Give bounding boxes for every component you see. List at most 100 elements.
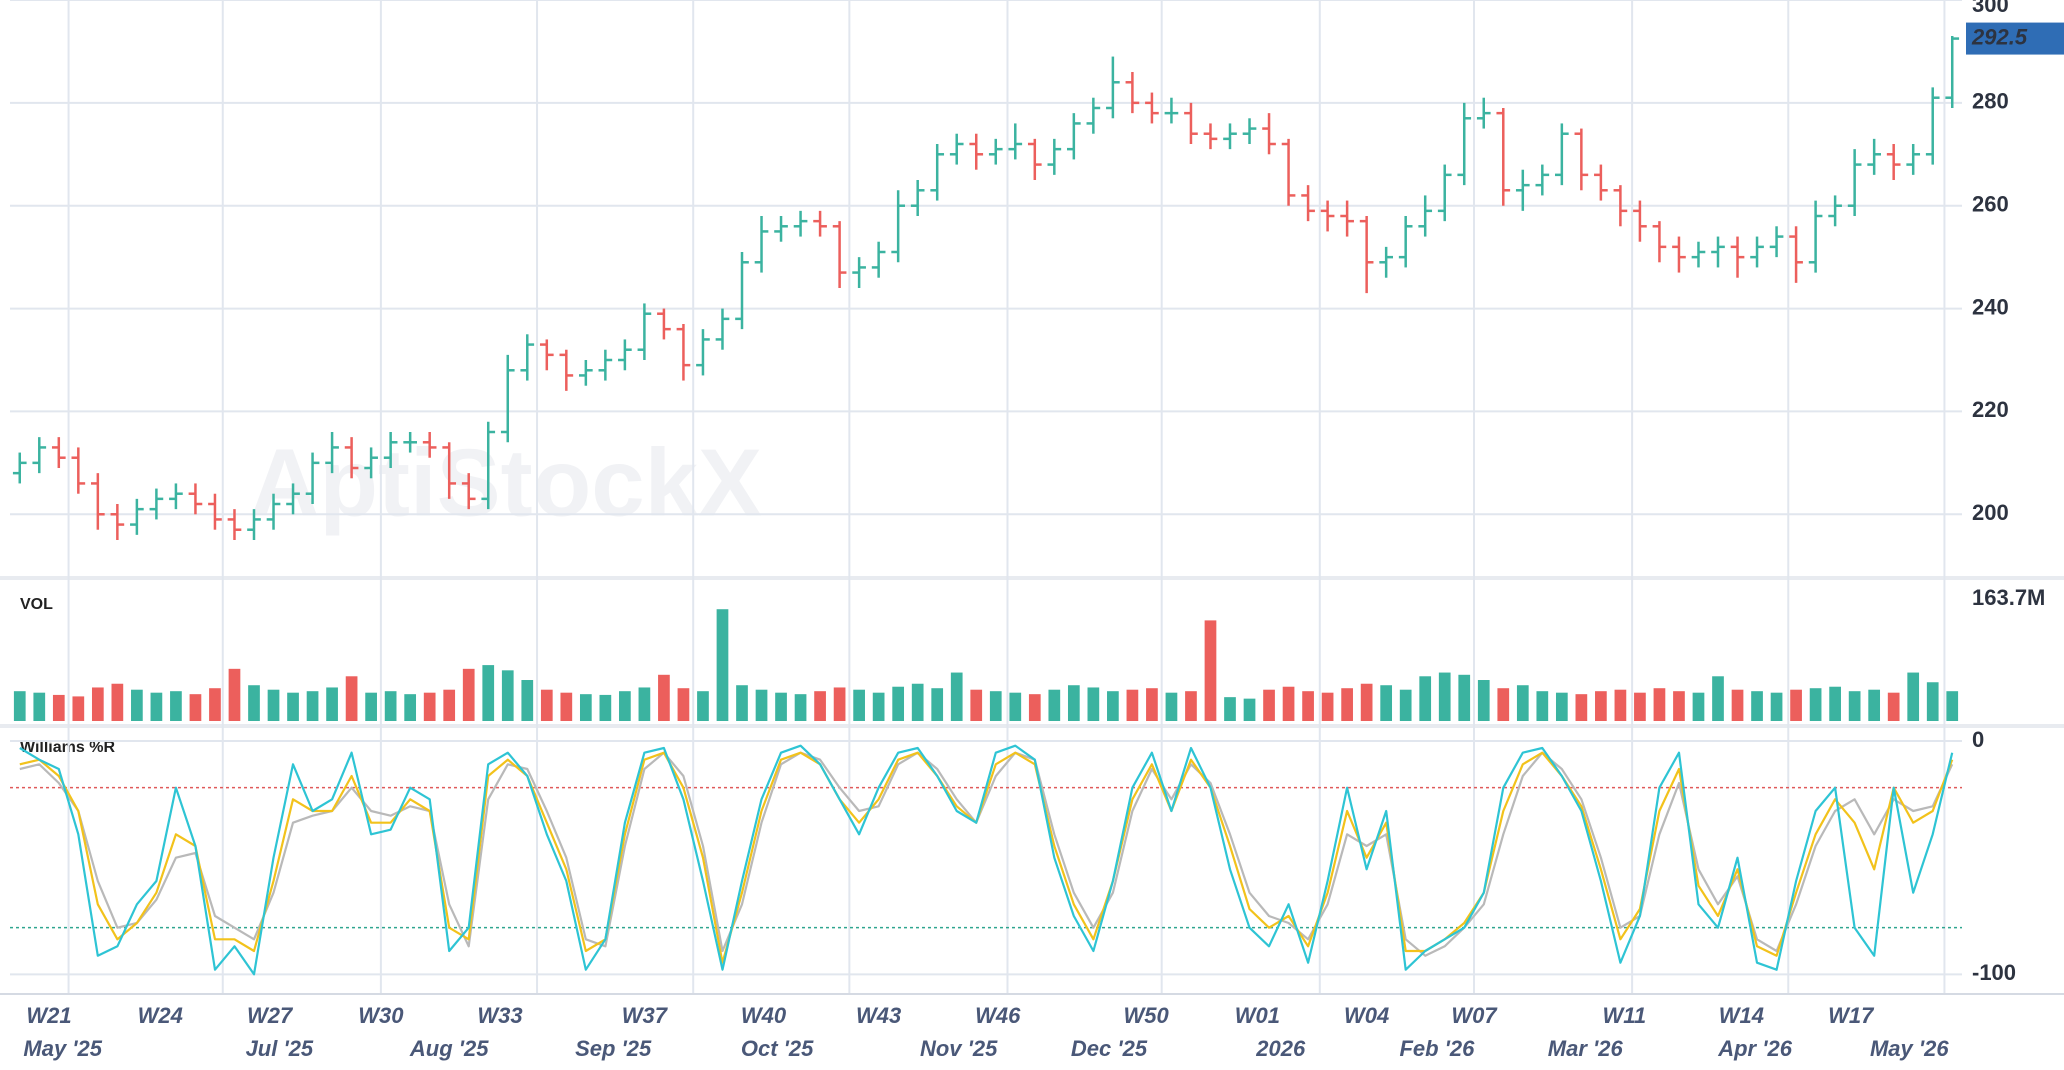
volume-bar: [658, 674, 670, 721]
volume-bar: [1751, 691, 1763, 721]
volume-bar: [326, 687, 338, 721]
volume-bar: [1028, 694, 1041, 721]
volume-bar: [1419, 676, 1432, 721]
volume-bar: [989, 691, 1002, 721]
volume-bar: [1067, 685, 1080, 721]
volume-bar: [1048, 689, 1061, 721]
x-tick-label: W33: [477, 1003, 522, 1028]
volume-bar: [482, 665, 495, 721]
volume-bar: [1790, 689, 1802, 721]
x-tick-label: W17: [1828, 1003, 1875, 1028]
volume-bar: [970, 689, 983, 721]
volume-bar: [540, 689, 553, 721]
volume-bar: [755, 689, 768, 721]
volume-bar: [189, 694, 202, 721]
volume-bar: [892, 686, 905, 721]
volume-bar: [1634, 692, 1646, 721]
volume-bar: [1731, 689, 1744, 721]
volume-bar: [775, 692, 787, 721]
volume-bar: [931, 688, 944, 721]
volume-bar: [443, 689, 456, 721]
volume-bar: [131, 689, 143, 721]
x-tick-label: W07: [1451, 1003, 1498, 1028]
volume-bar: [1302, 691, 1314, 721]
volume-bar: [1887, 692, 1900, 721]
volume-bar: [1321, 692, 1334, 721]
volume-bar: [1243, 698, 1256, 721]
labels-layer: W21 W24 W27 W30 W33 W37 W40 W43 W46 W50 W01 W04 W07 W…: [23, 0, 2064, 1061]
volume-bar: [950, 672, 963, 721]
indicator-line: [19, 744, 1954, 976]
x-month-label: 2026: [1255, 1036, 1306, 1061]
x-month-label: Sep '25: [575, 1036, 652, 1061]
volume-bar: [814, 691, 826, 721]
volume-bar: [1497, 688, 1510, 721]
volume-bar: [404, 694, 417, 721]
volume-bar: [72, 696, 85, 721]
volume-bar: [1126, 689, 1139, 721]
y-tick-label: 200: [1972, 500, 2009, 525]
volume-bar: [1165, 692, 1178, 721]
x-tick-label: W37: [622, 1003, 669, 1028]
volume-bar: [52, 694, 65, 721]
last-price-label: 292.5: [1971, 24, 2028, 49]
last-price-box: [1966, 22, 2064, 55]
volume-bar: [1263, 689, 1275, 721]
volume-bar: [1146, 688, 1158, 721]
volume-bar: [560, 692, 573, 721]
volume-bar: [384, 691, 397, 721]
grid-layer: [10, 0, 1962, 993]
x-month-label: Apr '26: [1717, 1036, 1792, 1061]
volume-bar: [1692, 692, 1705, 721]
volume-bar: [1438, 672, 1451, 721]
volume-bar: [736, 685, 748, 721]
volume-bar: [619, 691, 631, 721]
volume-bar: [911, 683, 924, 721]
x-tick-label: W30: [358, 1003, 404, 1028]
volume-bar: [345, 676, 358, 721]
volume-bar: [1946, 691, 1959, 721]
volume-bar: [170, 691, 182, 721]
volume-bar: [1399, 689, 1412, 721]
volume-bar: [1614, 689, 1627, 721]
volume-bar: [579, 694, 592, 721]
volume-bar: [1009, 692, 1022, 721]
volume-bar: [697, 691, 709, 721]
volume-bar: [248, 685, 260, 721]
volume-bar: [1536, 691, 1549, 721]
x-month-label: Mar '26: [1548, 1036, 1624, 1061]
volume-bar: [91, 687, 104, 721]
volume-bar: [267, 689, 280, 721]
x-tick-label: W11: [1602, 1003, 1646, 1028]
y-tick-label: -100: [1972, 960, 2016, 985]
x-tick-label: W46: [975, 1003, 1021, 1028]
volume-bar: [1712, 676, 1724, 721]
volume-bar: [1809, 688, 1822, 721]
volume-bar: [1516, 685, 1529, 721]
volume-bar: [150, 692, 163, 721]
x-month-label: Nov '25: [920, 1036, 998, 1061]
volume-bar: [794, 694, 807, 721]
x-tick-label: W43: [856, 1003, 901, 1028]
indicator-line: [19, 751, 1954, 957]
y-tick-label: 260: [1972, 192, 2009, 217]
volume-bar: [716, 609, 729, 721]
volume-bar: [462, 668, 475, 721]
y-tick-label: 163.7M: [1972, 585, 2045, 610]
volume-bar: [1770, 692, 1783, 721]
x-tick-label: W27: [247, 1003, 294, 1028]
volume-bar: [1926, 682, 1939, 721]
volume-bar: [1868, 689, 1881, 721]
x-month-label: May '25: [23, 1036, 102, 1061]
marks-layer: [12, 36, 1960, 976]
volume-bar: [111, 683, 124, 721]
indicator-line: [19, 751, 1954, 964]
volume-bar: [228, 668, 241, 721]
volume-bar: [1458, 674, 1471, 721]
x-tick-label: W40: [741, 1003, 787, 1028]
x-month-label: Jul '25: [246, 1036, 314, 1061]
volume-bar: [1107, 691, 1119, 721]
volume-bar: [638, 687, 651, 721]
y-tick-label: 280: [1972, 89, 2009, 114]
